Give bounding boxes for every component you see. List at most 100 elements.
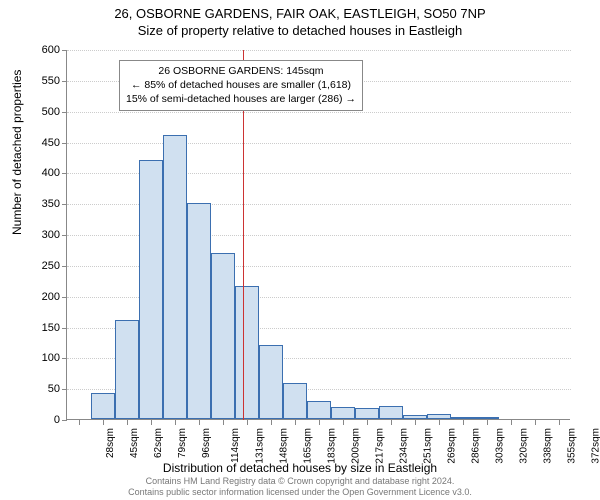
y-tick-label: 250: [30, 260, 60, 272]
y-tick-label: 400: [30, 167, 60, 179]
x-tick-mark: [151, 420, 152, 425]
x-tick-mark: [487, 420, 488, 425]
y-tick-mark: [62, 112, 67, 113]
x-tick-label: 234sqm: [399, 428, 410, 464]
x-tick-label: 338sqm: [543, 428, 554, 464]
x-tick-mark: [559, 420, 560, 425]
x-tick-mark: [295, 420, 296, 425]
histogram-bar: [331, 407, 355, 419]
y-tick-mark: [62, 266, 67, 267]
grid-line: [67, 143, 571, 144]
title-subtitle: Size of property relative to detached ho…: [0, 23, 600, 38]
x-tick-label: 355sqm: [567, 428, 578, 464]
x-tick-label: 28sqm: [105, 428, 116, 458]
x-tick-label: 286sqm: [471, 428, 482, 464]
y-tick-mark: [62, 358, 67, 359]
x-tick-mark: [319, 420, 320, 425]
x-tick-label: 200sqm: [351, 428, 362, 464]
x-axis-label: Distribution of detached houses by size …: [0, 461, 600, 475]
y-tick-mark: [62, 204, 67, 205]
x-tick-label: 96sqm: [201, 428, 212, 458]
y-tick-label: 50: [30, 383, 60, 395]
footer-line1: Contains HM Land Registry data © Crown c…: [0, 476, 600, 487]
x-tick-label: 45sqm: [129, 428, 140, 458]
x-tick-label: 372sqm: [591, 428, 600, 464]
y-tick-mark: [62, 297, 67, 298]
x-tick-mark: [367, 420, 368, 425]
histogram-bar: [283, 383, 307, 419]
x-tick-label: 303sqm: [495, 428, 506, 464]
x-tick-mark: [127, 420, 128, 425]
y-tick-mark: [62, 50, 67, 51]
y-tick-label: 600: [30, 44, 60, 56]
y-tick-mark: [62, 235, 67, 236]
title-address: 26, OSBORNE GARDENS, FAIR OAK, EASTLEIGH…: [0, 6, 600, 21]
x-tick-label: 131sqm: [255, 428, 266, 464]
y-tick-label: 150: [30, 322, 60, 334]
histogram-bar: [139, 160, 163, 419]
x-tick-mark: [223, 420, 224, 425]
grid-line: [67, 50, 571, 51]
x-tick-mark: [103, 420, 104, 425]
y-tick-label: 500: [30, 106, 60, 118]
x-tick-mark: [247, 420, 248, 425]
x-tick-mark: [439, 420, 440, 425]
x-tick-label: 320sqm: [519, 428, 530, 464]
chart-area: 26 OSBORNE GARDENS: 145sqm← 85% of detac…: [66, 50, 570, 420]
x-tick-label: 79sqm: [177, 428, 188, 458]
histogram-bar: [475, 417, 499, 419]
annotation-box: 26 OSBORNE GARDENS: 145sqm← 85% of detac…: [119, 60, 363, 111]
histogram-bar: [403, 415, 427, 419]
x-tick-label: 217sqm: [375, 428, 386, 464]
histogram-bar: [355, 408, 379, 419]
x-tick-mark: [535, 420, 536, 425]
y-tick-mark: [62, 81, 67, 82]
histogram-bar: [451, 417, 475, 419]
y-tick-mark: [62, 389, 67, 390]
y-tick-mark: [62, 328, 67, 329]
x-tick-label: 269sqm: [447, 428, 458, 464]
histogram-bar: [379, 406, 403, 419]
histogram-bar: [307, 401, 331, 420]
histogram-bar: [163, 135, 187, 419]
y-tick-mark: [62, 420, 67, 421]
histogram-bar: [427, 414, 451, 419]
y-tick-label: 100: [30, 352, 60, 364]
histogram-bar: [211, 253, 235, 420]
annotation-line: 15% of semi-detached houses are larger (…: [126, 92, 356, 106]
x-tick-label: 62sqm: [153, 428, 164, 458]
x-tick-mark: [271, 420, 272, 425]
y-tick-label: 550: [30, 75, 60, 87]
x-tick-mark: [415, 420, 416, 425]
grid-line: [67, 112, 571, 113]
y-tick-mark: [62, 143, 67, 144]
chart-title: 26, OSBORNE GARDENS, FAIR OAK, EASTLEIGH…: [0, 0, 600, 38]
x-tick-mark: [511, 420, 512, 425]
footer-line2: Contains public sector information licen…: [0, 487, 600, 498]
x-tick-label: 148sqm: [279, 428, 290, 464]
x-tick-label: 114sqm: [230, 428, 241, 463]
y-tick-label: 0: [30, 414, 60, 426]
histogram-bar: [91, 393, 115, 419]
x-tick-mark: [199, 420, 200, 425]
histogram-bar: [259, 345, 283, 419]
footer-attribution: Contains HM Land Registry data © Crown c…: [0, 476, 600, 498]
y-tick-label: 450: [30, 137, 60, 149]
x-tick-label: 251sqm: [423, 428, 434, 464]
y-axis-label: Number of detached properties: [10, 70, 24, 235]
x-tick-label: 165sqm: [303, 428, 314, 464]
annotation-line: 26 OSBORNE GARDENS: 145sqm: [126, 64, 356, 78]
histogram-bar: [235, 286, 259, 419]
x-tick-mark: [343, 420, 344, 425]
histogram-bar: [187, 203, 211, 419]
y-tick-mark: [62, 173, 67, 174]
plot-area: 26 OSBORNE GARDENS: 145sqm← 85% of detac…: [66, 50, 570, 420]
y-tick-label: 300: [30, 229, 60, 241]
x-tick-mark: [79, 420, 80, 425]
annotation-line: ← 85% of detached houses are smaller (1,…: [126, 78, 356, 92]
histogram-bar: [115, 320, 139, 419]
x-tick-label: 183sqm: [327, 428, 338, 464]
x-tick-mark: [463, 420, 464, 425]
y-tick-label: 350: [30, 198, 60, 210]
x-tick-mark: [175, 420, 176, 425]
